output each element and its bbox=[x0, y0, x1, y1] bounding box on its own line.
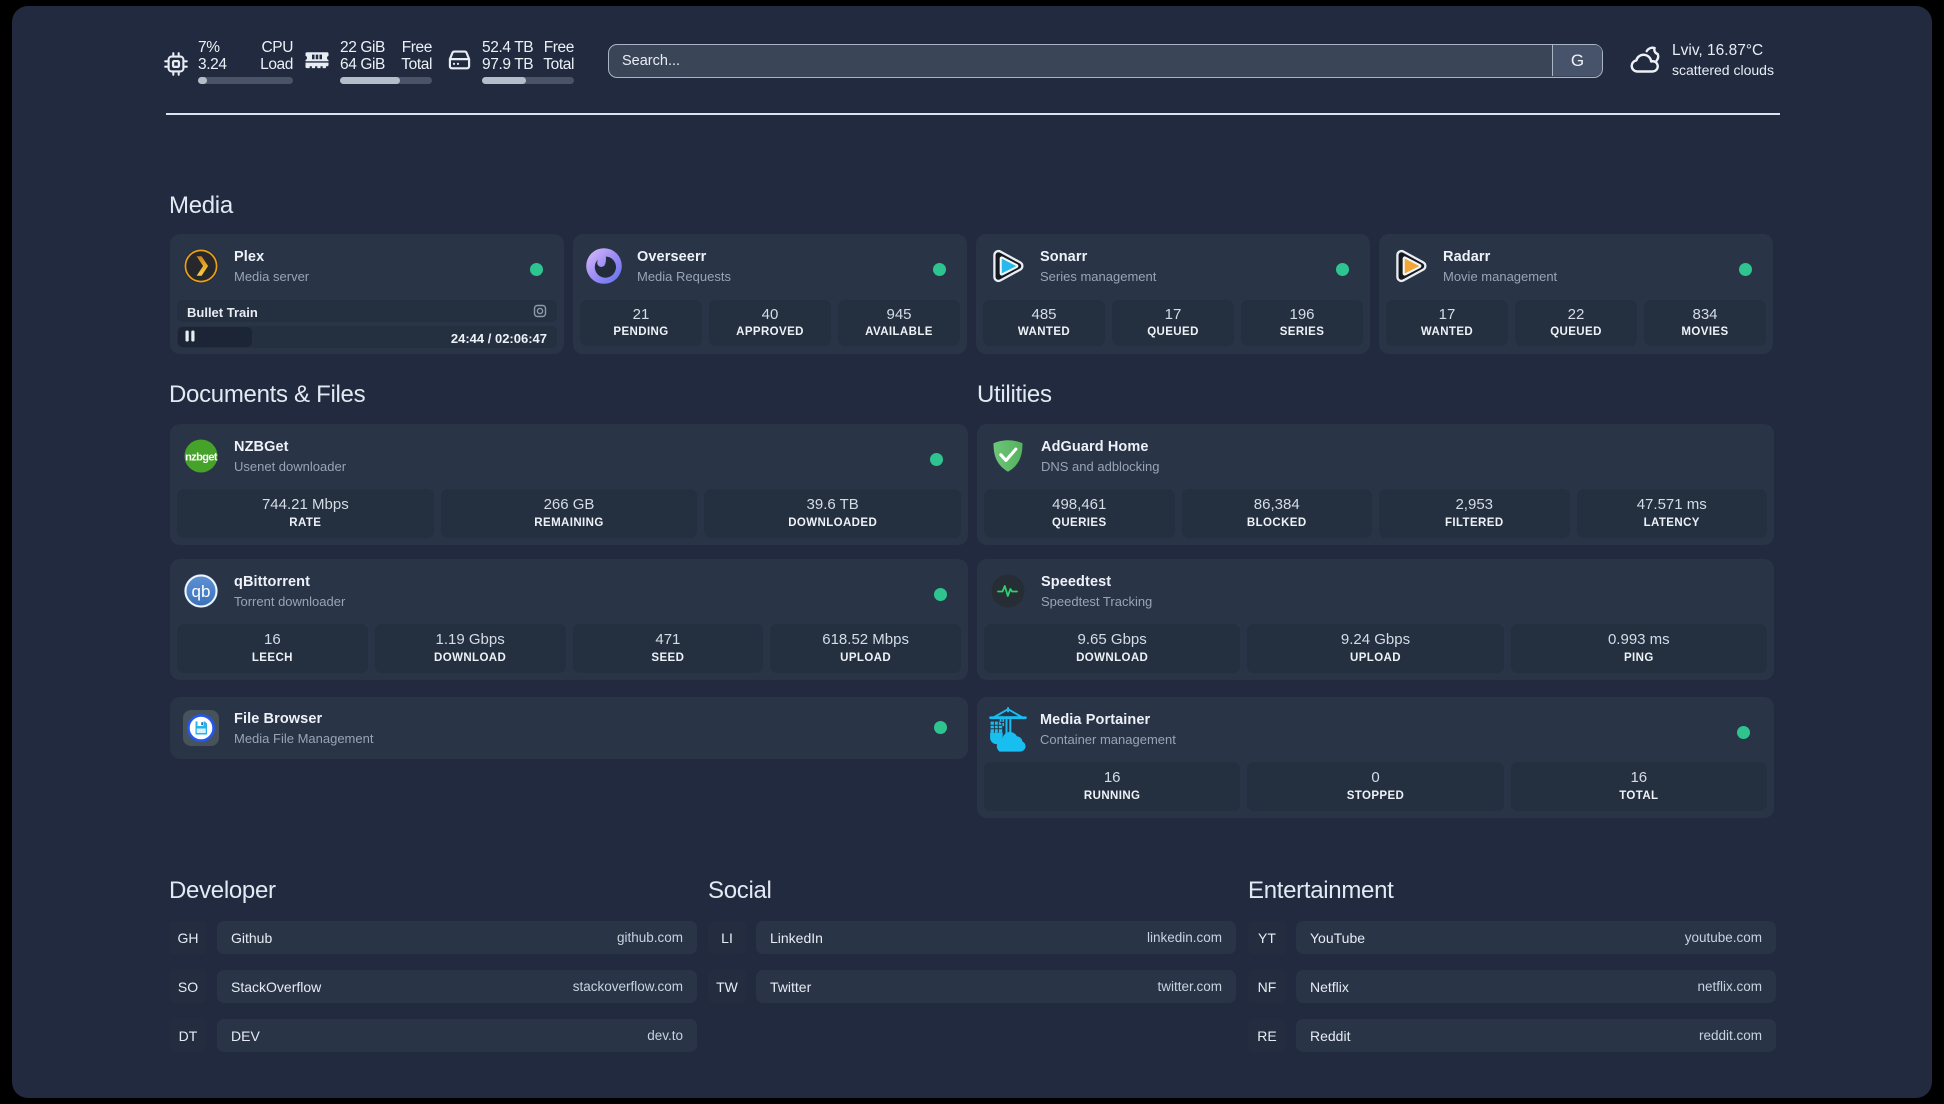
svg-text:qb: qb bbox=[192, 582, 211, 601]
svg-text:nzbget: nzbget bbox=[185, 452, 218, 464]
